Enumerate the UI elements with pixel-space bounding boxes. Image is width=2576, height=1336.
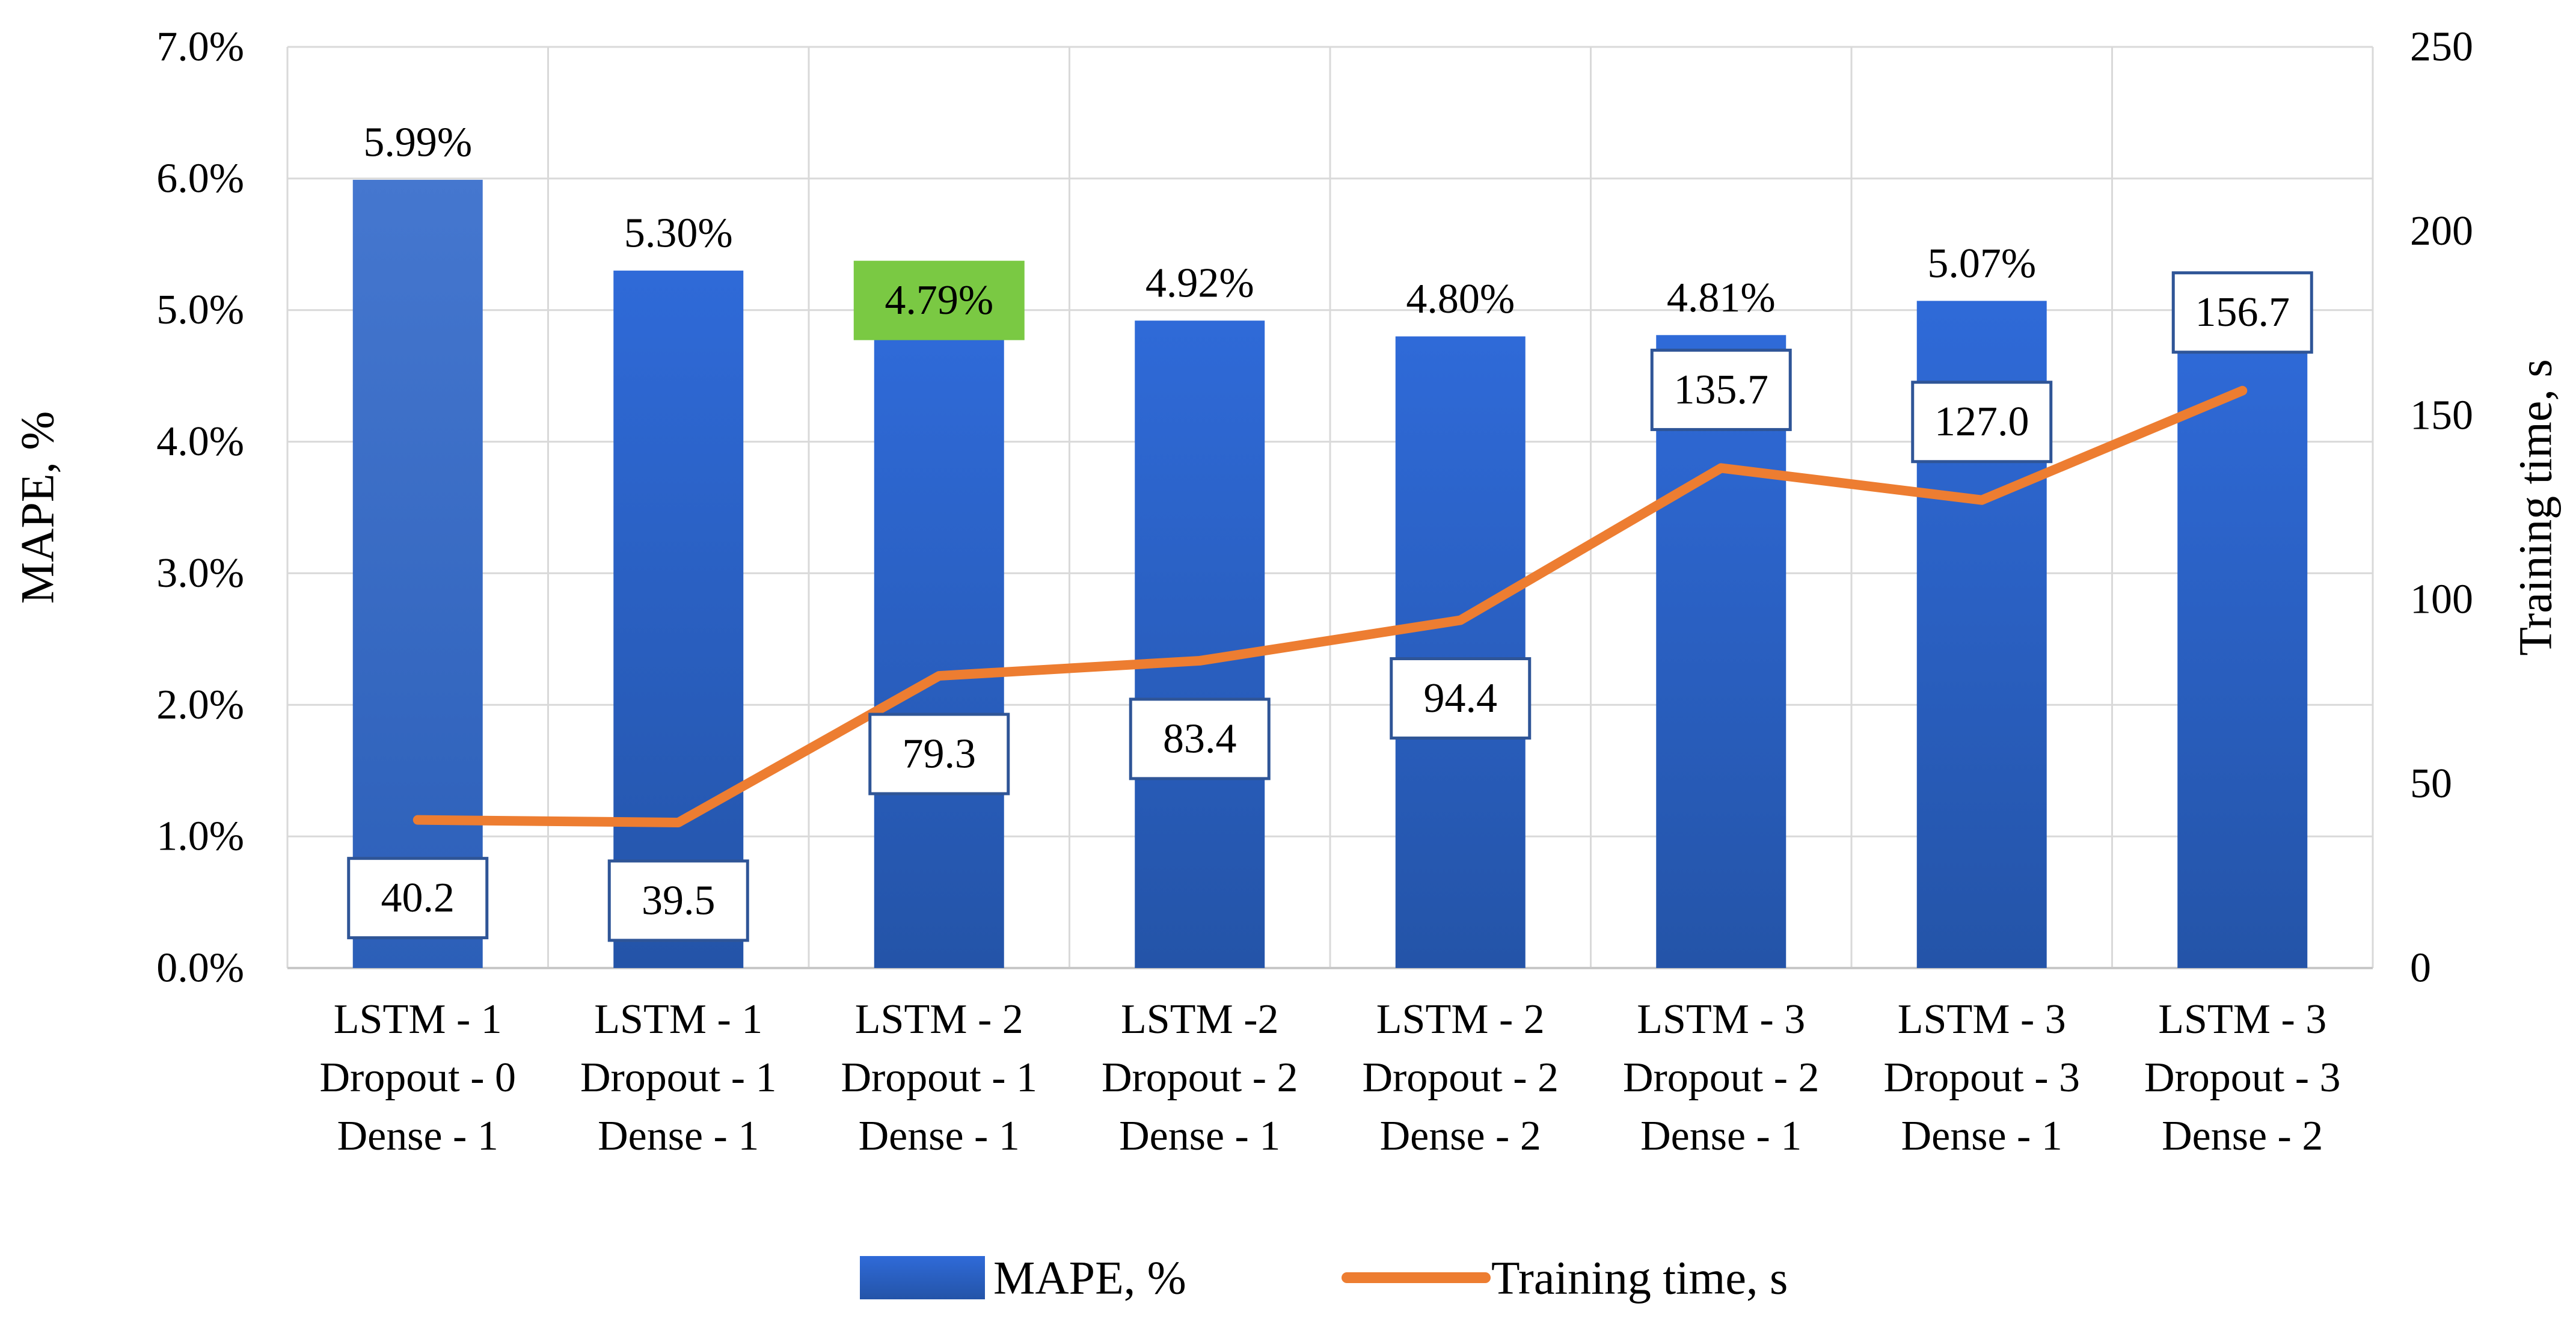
bar bbox=[2177, 334, 2308, 968]
line-value-box bbox=[868, 712, 1010, 795]
x-tick-label-line: LSTM - 3 bbox=[2158, 996, 2326, 1043]
x-tick-label: LSTM -2 Dropout - 2 Dense - 1 bbox=[1102, 996, 1298, 1159]
bar-series bbox=[352, 180, 2308, 969]
y-left-tick-label: 4.0% bbox=[156, 418, 244, 465]
line-point bbox=[678, 821, 679, 823]
axes: 0.0% 1.0% 2.0% 3.0% 4.0% 5.0% 6.0% 7.0% 0 50 100 15… bbox=[11, 24, 2562, 1160]
bar bbox=[1135, 320, 1265, 968]
x-tick-label-line: Dropout - 3 bbox=[2144, 1055, 2341, 1101]
y-left-tick-label: 3.0% bbox=[156, 550, 244, 596]
y-left-tick-label: 7.0% bbox=[156, 24, 244, 70]
bar bbox=[1395, 336, 1526, 968]
bar-value-label: 4.92% bbox=[1145, 260, 1254, 307]
x-tick-label-line: Dense - 1 bbox=[1119, 1113, 1280, 1159]
bar-value-label: 4.79% bbox=[885, 277, 993, 323]
line-value-box bbox=[347, 857, 489, 940]
line-point bbox=[1199, 660, 1201, 661]
line-value-label: 127.0 bbox=[1934, 399, 2029, 445]
grid bbox=[286, 46, 2374, 969]
x-tick-label-line: Dense - 2 bbox=[1380, 1113, 1541, 1159]
x-tick-label: LSTM - 2 Dropout - 2 Dense - 2 bbox=[1362, 996, 1559, 1159]
line-value-label: 156.7 bbox=[2195, 289, 2290, 336]
legend: MAPE, % Training time, s bbox=[860, 1252, 1788, 1304]
line-value-box bbox=[1390, 657, 1532, 740]
x-tick-label-line: Dropout - 1 bbox=[580, 1055, 777, 1101]
line-value-box bbox=[1129, 697, 1271, 780]
training-time-line bbox=[412, 385, 2248, 827]
x-tick-label-line: Dropout - 0 bbox=[319, 1055, 516, 1101]
line-value-label: 83.4 bbox=[1163, 715, 1237, 762]
bar bbox=[613, 271, 744, 968]
legend-label-training-time: Training time, s bbox=[1491, 1252, 1788, 1304]
y-left-tick-label: 0.0% bbox=[156, 945, 244, 991]
x-tick-label-line: LSTM - 3 bbox=[1898, 996, 2066, 1043]
data-labels: 5.99%5.30%4.79%4.92%4.80%4.81%5.07%4.82%… bbox=[347, 120, 2313, 942]
x-tick-label: LSTM - 3 Dropout - 2 Dense - 1 bbox=[1623, 996, 1820, 1159]
y-left-tick-label: 2.0% bbox=[156, 682, 244, 728]
line-point bbox=[1720, 467, 1722, 469]
line-value-box bbox=[1911, 381, 2053, 464]
bar-value-label: 4.81% bbox=[1667, 275, 1776, 321]
x-tick-label-line: LSTM -2 bbox=[1121, 996, 1279, 1043]
legend-label-mape: MAPE, % bbox=[993, 1252, 1186, 1304]
x-tick-label-line: Dropout - 2 bbox=[1102, 1055, 1298, 1101]
y-left-axis-title: MAPE, % bbox=[11, 411, 64, 604]
bar bbox=[1656, 335, 1786, 968]
line-series bbox=[412, 385, 2248, 827]
x-tick-label-line: LSTM - 2 bbox=[855, 996, 1023, 1043]
y-right-tick-label: 200 bbox=[2410, 208, 2473, 254]
x-tick-label: LSTM - 1 Dropout - 0 Dense - 1 bbox=[319, 996, 516, 1159]
line-point bbox=[417, 819, 419, 821]
line-point bbox=[938, 675, 940, 677]
x-tick-label: LSTM - 3 Dropout - 3 Dense - 2 bbox=[2144, 996, 2341, 1159]
x-tick-label-line: LSTM - 1 bbox=[594, 996, 762, 1043]
y-left-tick-label: 5.0% bbox=[156, 287, 244, 333]
line-value-label: 135.7 bbox=[1674, 367, 1769, 413]
legend-swatch-mape bbox=[860, 1256, 985, 1299]
line-value-box bbox=[1650, 348, 1792, 431]
y-left-tick-label: 6.0% bbox=[156, 155, 244, 201]
y-right-tick-label: 0 bbox=[2410, 945, 2431, 991]
bar-value-label: 5.07% bbox=[1927, 241, 2036, 287]
line-value-box bbox=[607, 859, 749, 942]
x-tick-label-line: Dense - 1 bbox=[1640, 1113, 1802, 1159]
bar-value-label: 4.80% bbox=[1406, 276, 1515, 322]
line-point bbox=[1981, 499, 1983, 501]
x-tick-label-line: LSTM - 1 bbox=[334, 996, 502, 1043]
y-right-axis-title: Training time, s bbox=[2509, 359, 2562, 655]
x-tick-label-line: LSTM - 2 bbox=[1376, 996, 1545, 1043]
y-right-tick-label: 100 bbox=[2410, 577, 2473, 623]
x-tick-label-line: Dense - 1 bbox=[337, 1113, 498, 1159]
y-left-tick-label: 1.0% bbox=[156, 814, 244, 860]
y-right-tick-label: 250 bbox=[2410, 24, 2473, 70]
bar bbox=[352, 180, 483, 969]
line-point bbox=[2242, 390, 2243, 391]
x-tick-label-line: Dropout - 3 bbox=[1883, 1055, 2080, 1101]
x-tick-label-line: Dense - 1 bbox=[859, 1113, 1020, 1159]
line-value-label: 40.2 bbox=[381, 875, 455, 921]
bar-value-highlight bbox=[853, 260, 1025, 340]
bar-value-label: 5.30% bbox=[624, 210, 733, 257]
x-tick-label: LSTM - 2 Dropout - 1 Dense - 1 bbox=[841, 996, 1037, 1159]
line-value-box bbox=[2171, 271, 2313, 354]
x-tick-label-line: LSTM - 3 bbox=[1637, 996, 1805, 1043]
line-value-label: 94.4 bbox=[1424, 675, 1498, 722]
bar bbox=[874, 337, 1004, 968]
x-tick-label-line: Dropout - 2 bbox=[1623, 1055, 1820, 1101]
x-tick-label-line: Dense - 1 bbox=[1901, 1113, 2062, 1159]
line-value-label: 39.5 bbox=[642, 877, 716, 924]
x-tick-label-line: Dense - 1 bbox=[598, 1113, 759, 1159]
x-tick-label: LSTM - 1 Dropout - 1 Dense - 1 bbox=[580, 996, 777, 1159]
bar-value-label: 5.99% bbox=[363, 120, 472, 166]
x-tick-label-line: Dense - 2 bbox=[2162, 1113, 2323, 1159]
x-tick-label-line: Dropout - 1 bbox=[841, 1055, 1037, 1101]
y-right-tick-label: 150 bbox=[2410, 392, 2473, 438]
x-tick-label-line: Dropout - 2 bbox=[1362, 1055, 1559, 1101]
y-right-tick-label: 50 bbox=[2410, 761, 2452, 807]
x-tick-label: LSTM - 3 Dropout - 3 Dense - 1 bbox=[1883, 996, 2080, 1159]
line-value-label: 79.3 bbox=[903, 731, 977, 777]
line-point bbox=[1459, 619, 1461, 621]
